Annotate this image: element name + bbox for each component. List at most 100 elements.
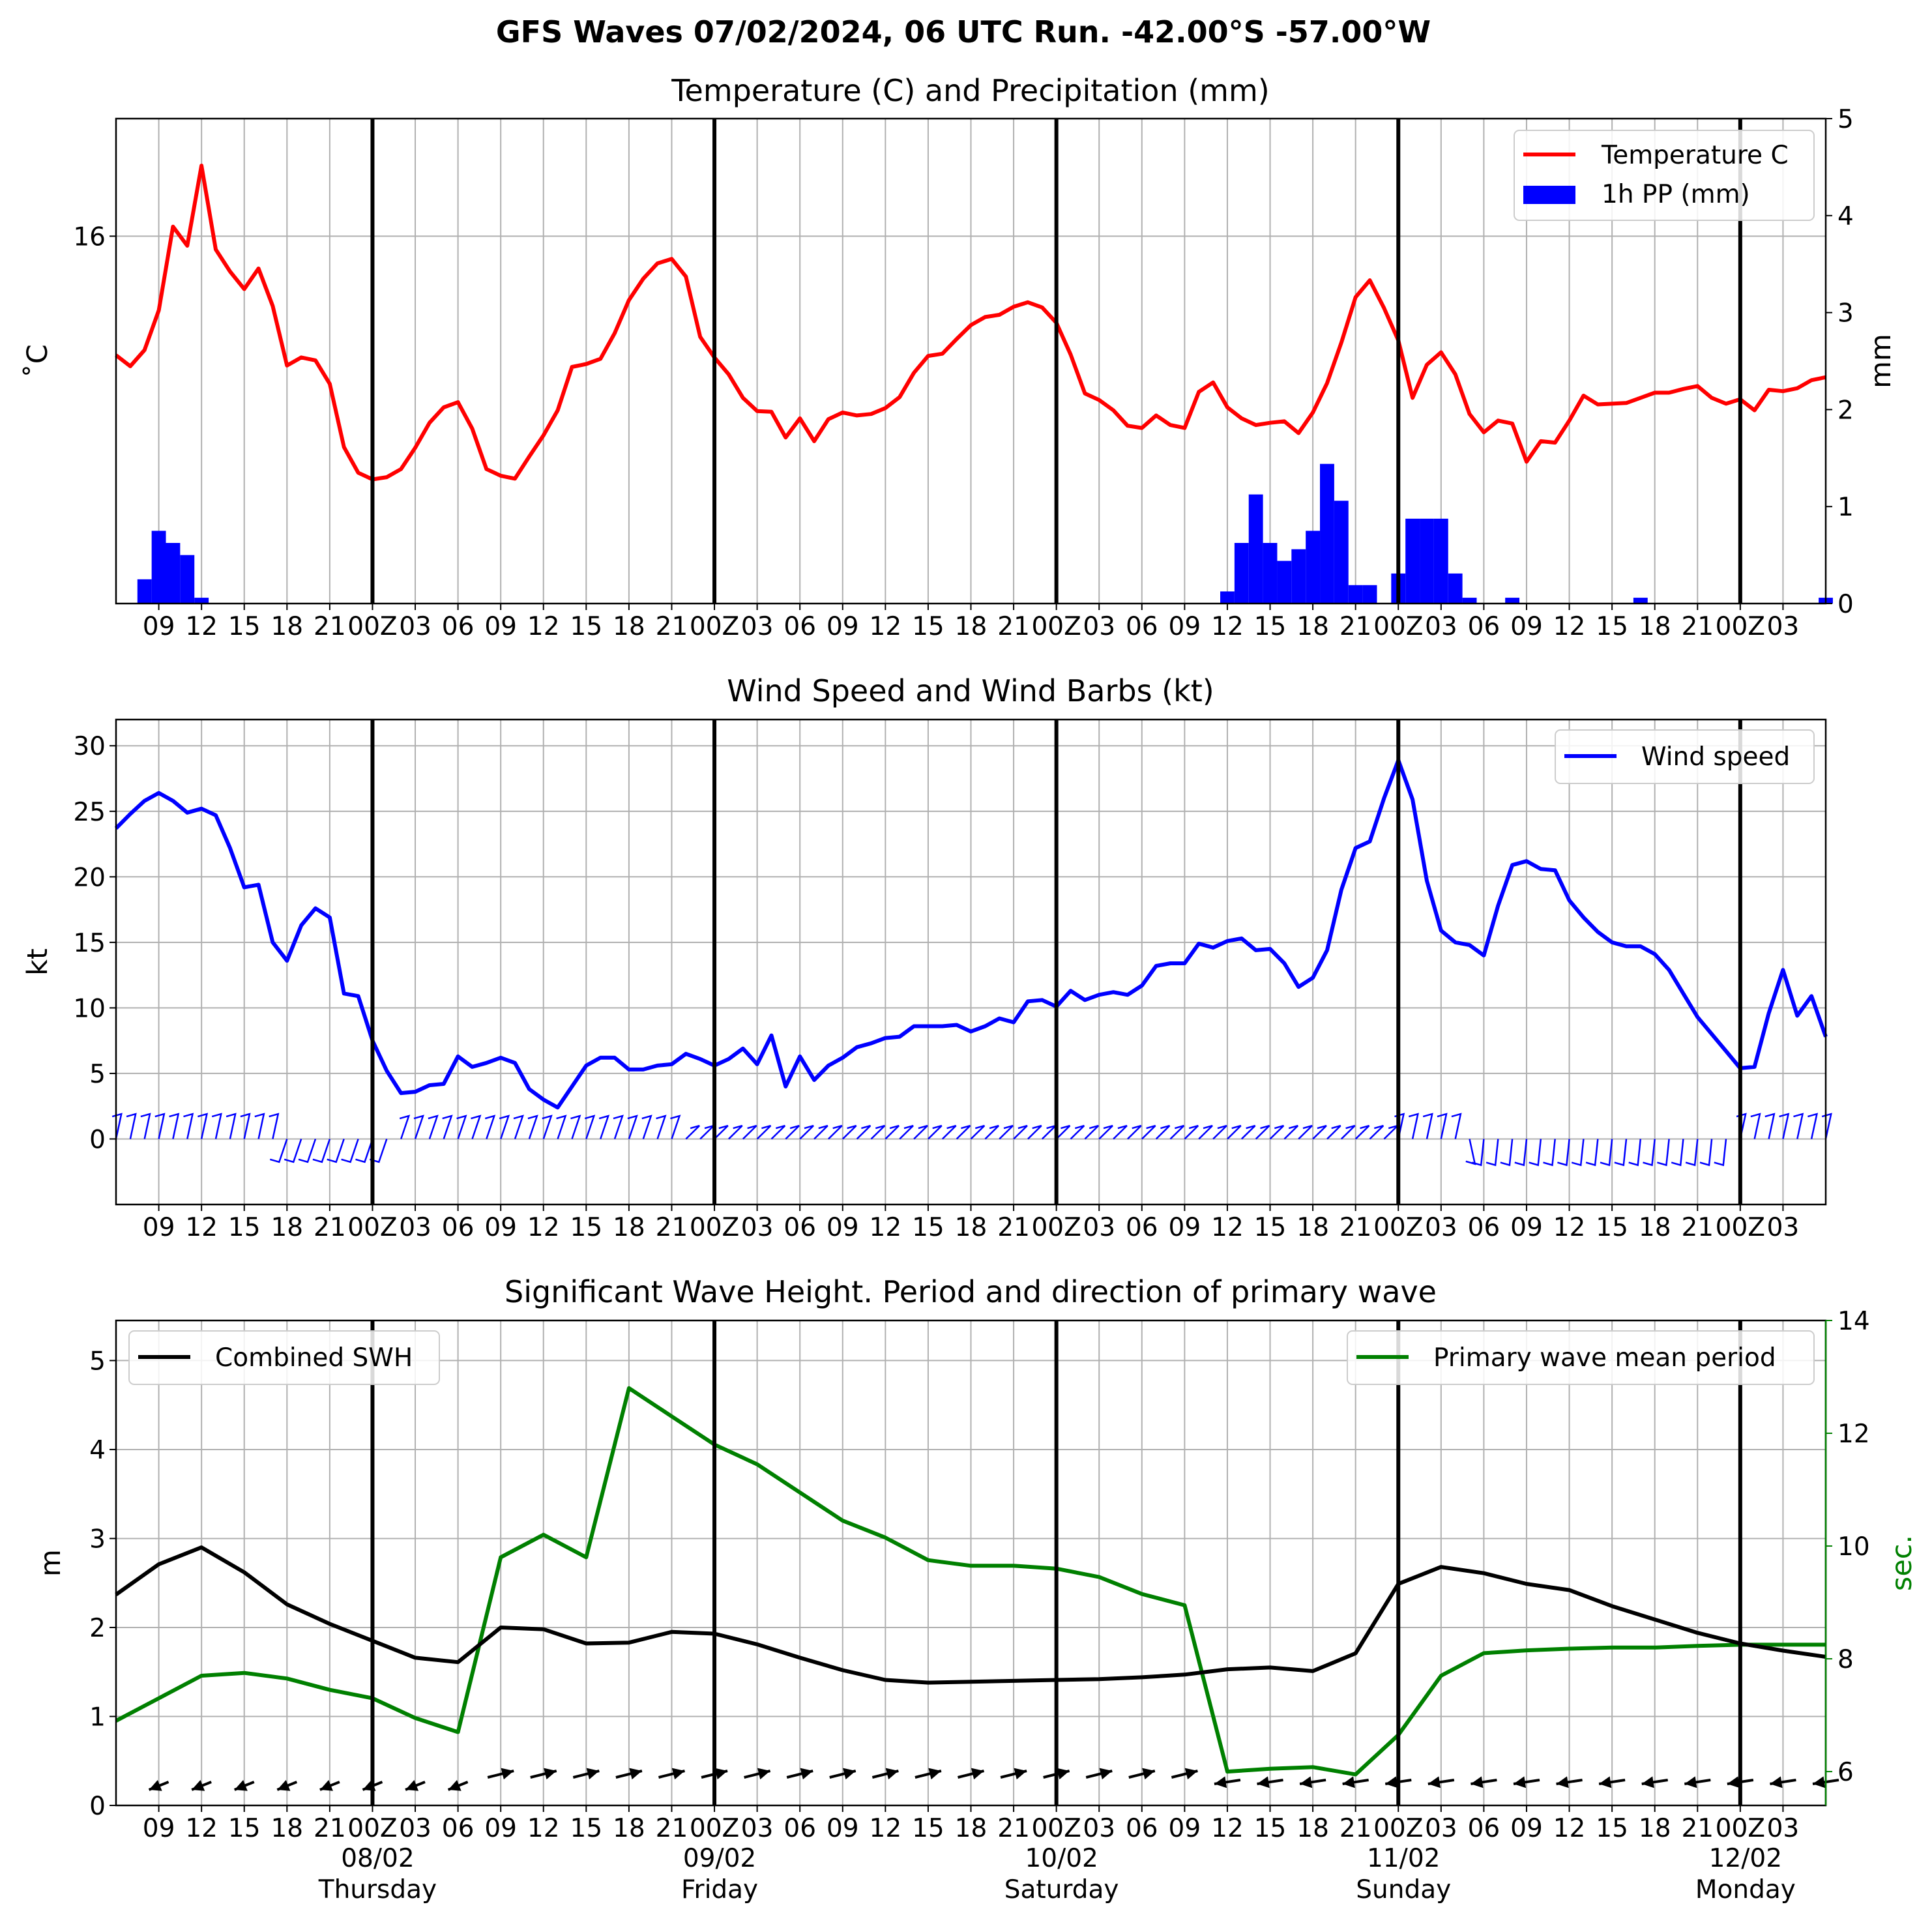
wave-arrow-head xyxy=(277,1780,291,1791)
swh-legend-box xyxy=(128,1330,440,1385)
x-tick-label: 15 xyxy=(1254,612,1287,641)
wind-barb xyxy=(499,1115,510,1139)
wind-barb xyxy=(1070,1124,1085,1140)
y-right-tick-label: 6 xyxy=(1837,1758,1854,1787)
x-tick-label: 15 xyxy=(228,612,261,641)
wind-barb xyxy=(484,1115,496,1139)
wind-barb xyxy=(442,1115,453,1139)
precip-bar xyxy=(1277,561,1292,604)
wind-barb xyxy=(1750,1113,1761,1139)
wave-arrow-head xyxy=(1342,1776,1355,1788)
wind-barb xyxy=(941,1124,957,1140)
wind-barb xyxy=(1671,1139,1684,1167)
wind-barb xyxy=(471,1115,482,1139)
x-tick-label: 00Z xyxy=(690,1814,739,1843)
wave-y-label: m xyxy=(35,1549,67,1577)
x-tick-label: 18 xyxy=(1296,1814,1329,1843)
day-weekday-label: Thursday xyxy=(318,1875,437,1904)
precip-bar xyxy=(1220,591,1235,604)
x-tick-label: 21 xyxy=(1339,1213,1372,1242)
x-tick-label: 00Z xyxy=(1031,612,1081,641)
y-right-tick-label: 3 xyxy=(1837,299,1854,328)
x-tick-label: 06 xyxy=(1126,1814,1158,1843)
wind-barb xyxy=(1808,1113,1819,1139)
wave-arrow-head xyxy=(1099,1768,1113,1780)
x-tick-label: 09 xyxy=(484,1213,517,1242)
wind-barb xyxy=(1585,1139,1599,1167)
x-tick-label: 06 xyxy=(442,1814,475,1843)
wind-barb xyxy=(413,1115,424,1139)
wind-barb xyxy=(1543,1139,1556,1167)
wave-arrow-head xyxy=(1214,1776,1227,1788)
wind-barb xyxy=(1793,1113,1804,1139)
wind-barb xyxy=(584,1115,596,1139)
wave-x-ticks: 09 12 15 18 21 00Z 03 06 09 12 15 18 21 00Z 03 06 09 12 15… xyxy=(143,1805,1799,1843)
wave-arrow-head xyxy=(544,1768,557,1780)
wind-barb xyxy=(269,1113,280,1139)
precip-bar xyxy=(1306,531,1321,604)
wind-barb xyxy=(627,1115,638,1139)
wave-arrow-head xyxy=(1684,1776,1697,1788)
y-tick-label: 10 xyxy=(73,994,106,1023)
wind-barb xyxy=(856,1124,871,1140)
y-tick-label: 2 xyxy=(89,1614,106,1643)
x-tick-label: 09 xyxy=(827,1814,859,1843)
wind-barb xyxy=(1422,1113,1433,1139)
x-tick-label: 18 xyxy=(613,612,645,641)
x-tick-label: 00Z xyxy=(1031,1814,1081,1843)
day-date-label: 10/02 xyxy=(1025,1844,1098,1873)
wind-barb xyxy=(1240,1124,1256,1140)
x-tick-label: 12 xyxy=(1553,612,1586,641)
legend-temp-label: Temperature C xyxy=(1601,141,1789,170)
wind-barb xyxy=(598,1115,610,1139)
x-tick-label: 12 xyxy=(1553,1213,1586,1242)
y-right-tick-label: 4 xyxy=(1837,202,1854,231)
wave-arrow-head xyxy=(192,1780,205,1791)
wave-arrow-head xyxy=(149,1780,162,1791)
wind-barb xyxy=(1255,1124,1270,1140)
wave-arrow-head xyxy=(1057,1768,1070,1780)
x-tick-label: 00Z xyxy=(347,1213,397,1242)
y-tick-label: 4 xyxy=(89,1436,106,1465)
x-tick-label: 09 xyxy=(484,1814,517,1843)
wind-barb xyxy=(1013,1124,1028,1140)
y-right-tick-label: 1 xyxy=(1837,493,1854,522)
x-tick-label: 09 xyxy=(1510,612,1543,641)
y-tick-label: 25 xyxy=(73,798,106,827)
day-weekday-label: Saturday xyxy=(1004,1875,1119,1904)
wind-barb xyxy=(1369,1124,1384,1140)
wind-barb xyxy=(1084,1124,1100,1140)
wind-barb xyxy=(298,1139,317,1163)
x-tick-label: 00Z xyxy=(1373,1213,1423,1242)
wind-barb xyxy=(211,1113,222,1139)
x-tick-label: 03 xyxy=(1083,1814,1115,1843)
x-tick-label: 09 xyxy=(1169,612,1201,641)
wave-arrow-head xyxy=(800,1768,813,1780)
precip-bar xyxy=(1462,598,1477,604)
x-tick-label: 12 xyxy=(1211,1213,1244,1242)
figure-title: GFS Waves 07/02/2024, 06 UTC Run. -42.00… xyxy=(496,14,1431,50)
wave-arrow-head xyxy=(1142,1768,1155,1780)
wave-arrow-head xyxy=(405,1780,419,1791)
precip-bar xyxy=(166,543,181,604)
x-tick-label: 12 xyxy=(527,1814,560,1843)
wind-legend: Wind speed xyxy=(1555,729,1815,784)
x-tick-label: 00Z xyxy=(1373,1814,1423,1843)
x-tick-label: 15 xyxy=(228,1213,261,1242)
wave-arrow-head xyxy=(501,1768,514,1780)
x-tick-label: 03 xyxy=(1425,612,1457,641)
y-tick-label: 30 xyxy=(73,732,106,761)
wind-barb xyxy=(1354,1124,1370,1140)
x-tick-label: 09 xyxy=(143,612,175,641)
x-tick-label: 00Z xyxy=(690,1213,739,1242)
wind-barb xyxy=(1437,1113,1448,1139)
wave-arrow-head xyxy=(1014,1768,1027,1780)
wave-arrow-head xyxy=(1184,1768,1198,1780)
wave-arrow-head xyxy=(1641,1776,1654,1788)
wave-arrow-head xyxy=(629,1768,642,1780)
precip-bar xyxy=(137,579,152,604)
x-tick-label: 12 xyxy=(870,1213,902,1242)
x-tick-label: 15 xyxy=(1596,1814,1628,1843)
x-tick-label: 12 xyxy=(527,1213,560,1242)
